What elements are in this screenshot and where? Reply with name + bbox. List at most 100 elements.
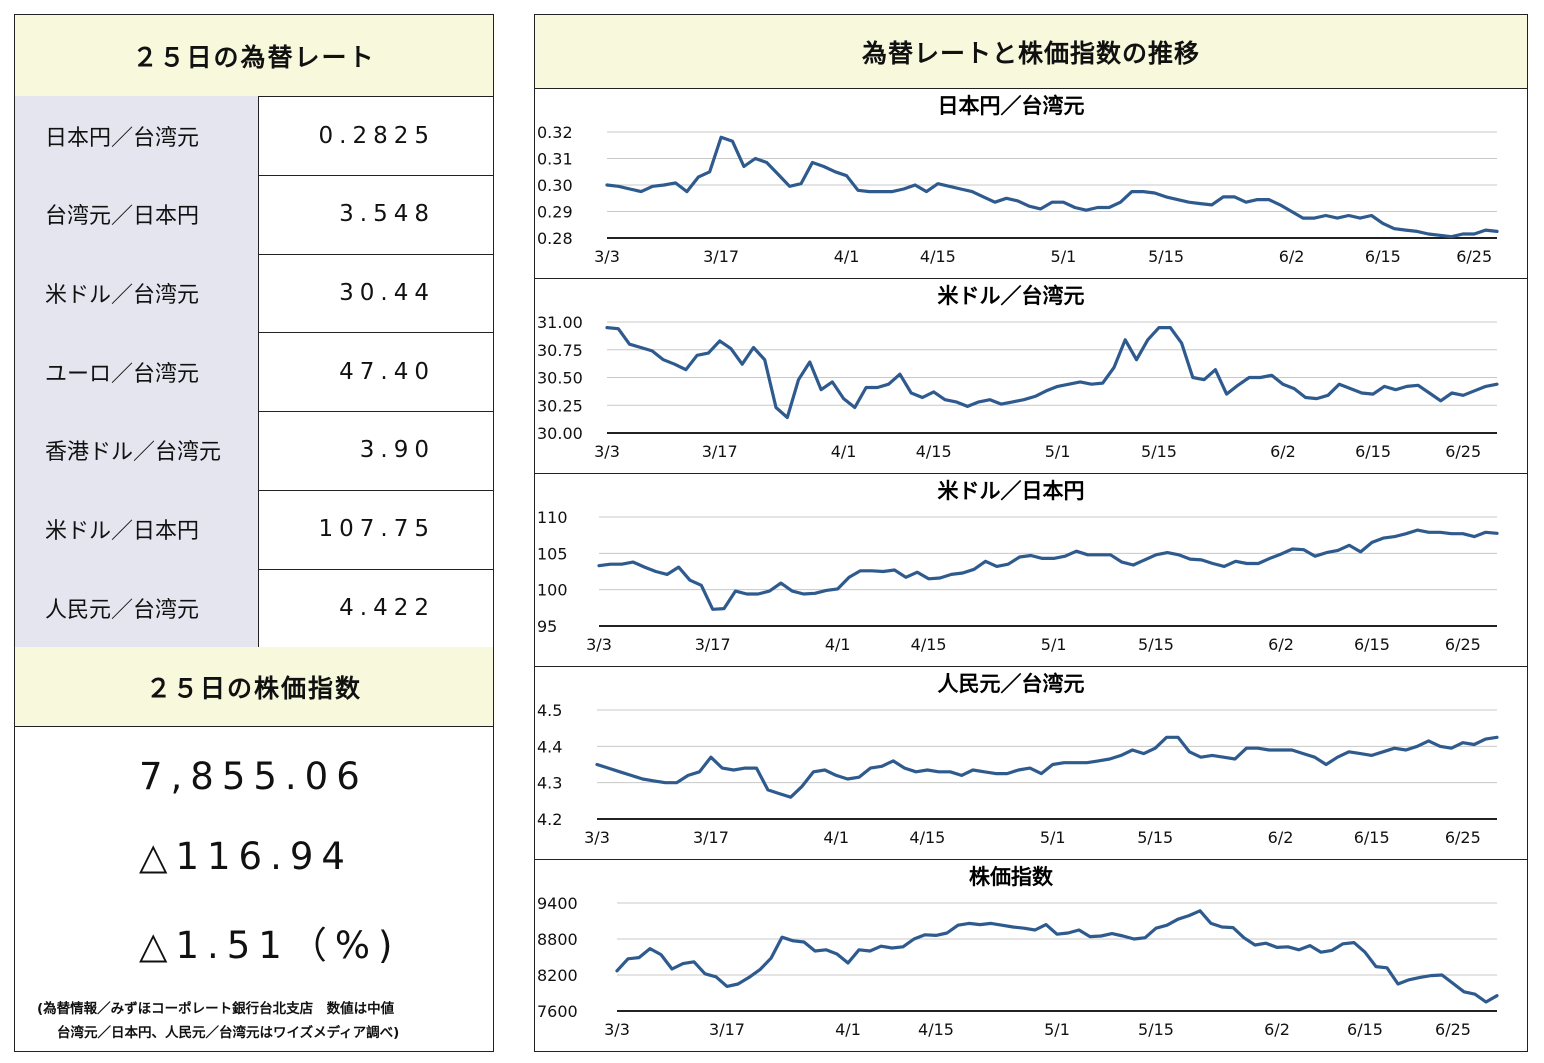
y-tick-label: 4.5 xyxy=(537,701,562,720)
series-line xyxy=(597,528,1499,611)
x-tick-label: 5/15 xyxy=(1138,1020,1174,1039)
stock-change-value: △116.94 xyxy=(139,835,353,878)
x-tick-label: 3/3 xyxy=(584,828,610,847)
fx-row: 人民元／台湾元 4.422 xyxy=(15,568,493,649)
x-tick-label: 6/25 xyxy=(1435,1020,1471,1039)
series-line xyxy=(605,135,1499,239)
y-tick-label: 7600 xyxy=(537,1002,578,1021)
chart-panel: 米ドル／台湾元 31.00 30.75 30.50 30.25 30.00 3/3 3/17 4… xyxy=(535,278,1527,474)
y-tick-label: 8200 xyxy=(537,966,578,985)
x-tick-label: 5/15 xyxy=(1141,442,1177,461)
x-tick-label: 3/17 xyxy=(709,1020,745,1039)
x-tick-label: 5/1 xyxy=(1040,828,1066,847)
chart-title: 米ドル／台湾元 xyxy=(938,284,1085,308)
charts-title: 為替レートと株価指数の推移 xyxy=(535,15,1527,89)
fx-row-label: 人民元／台湾元 xyxy=(15,568,259,648)
y-tick-label: 30.75 xyxy=(537,341,583,360)
x-tick-label: 4/15 xyxy=(918,1020,954,1039)
line-chart: 人民元／台湾元 4.5 4.4 4.3 4.2 3/3 3/17 4/1 4/15 5/1 5/15… xyxy=(537,672,1499,847)
y-tick-label: 0.31 xyxy=(537,150,573,169)
fx-row-value: 107.75 xyxy=(318,516,435,542)
line-chart: 日本円／台湾元 0.32 0.31 0.30 0.29 0.28 3/3 3/17 4/1 4/1… xyxy=(537,94,1499,266)
chart-panel: 米ドル／日本円 110 105 100 95 3/3 3/17 4/1 4/15 5/1 5/15 6… xyxy=(535,473,1527,667)
x-tick-label: 3/3 xyxy=(594,247,620,266)
x-tick-label: 6/25 xyxy=(1445,828,1481,847)
chart-title: 米ドル／日本円 xyxy=(938,479,1085,503)
x-tick-label: 4/1 xyxy=(835,1020,861,1039)
x-tick-label: 6/15 xyxy=(1354,828,1390,847)
x-tick-label: 3/3 xyxy=(594,442,620,461)
chart-title: 株価指数 xyxy=(969,865,1054,889)
x-tick-label: 5/1 xyxy=(1044,1020,1070,1039)
chart-panel: 人民元／台湾元 4.5 4.4 4.3 4.2 3/3 3/17 4/1 4/15 5/1 5/15… xyxy=(535,666,1527,860)
y-tick-label: 8800 xyxy=(537,930,578,949)
x-tick-label: 3/17 xyxy=(695,635,731,654)
x-tick-label: 5/1 xyxy=(1041,635,1067,654)
chart-panel: 株価指数 9400 8800 8200 7600 3/3 3/17 4/1 4/15 5/1 5/1… xyxy=(535,859,1527,1051)
x-tick-label: 6/2 xyxy=(1279,247,1305,266)
x-tick-label: 4/15 xyxy=(920,247,956,266)
x-tick-label: 6/15 xyxy=(1347,1020,1383,1039)
fx-row-label: 米ドル／台湾元 xyxy=(15,253,259,333)
x-tick-label: 4/1 xyxy=(823,828,849,847)
x-tick-label: 6/2 xyxy=(1270,442,1296,461)
x-tick-label: 4/15 xyxy=(909,828,945,847)
x-tick-label: 6/15 xyxy=(1365,247,1401,266)
y-tick-label: 30.00 xyxy=(537,424,583,443)
x-tick-label: 5/1 xyxy=(1045,442,1071,461)
series-line xyxy=(605,325,1499,420)
x-tick-label: 6/2 xyxy=(1264,1020,1290,1039)
fx-row-label: ユーロ／台湾元 xyxy=(15,332,259,412)
x-tick-label: 3/17 xyxy=(702,442,738,461)
stock-change-pct: △1.51（%) xyxy=(139,924,401,967)
series-line xyxy=(595,735,1499,799)
x-tick-label: 5/15 xyxy=(1137,828,1173,847)
y-tick-label: 110 xyxy=(537,508,568,527)
x-tick-label: 3/17 xyxy=(693,828,729,847)
y-tick-label: 0.29 xyxy=(537,203,573,222)
fx-row: 台湾元／日本円 3.548 xyxy=(15,174,493,255)
y-tick-label: 0.30 xyxy=(537,176,573,195)
x-tick-label: 5/15 xyxy=(1148,247,1184,266)
summary-panel: ２５日の為替レート 日本円／台湾元 0.2825 台湾元／日本円 3.548 米ドル／台… xyxy=(14,14,494,1052)
source-note-line1: (為替情報／みずほコーポレート銀行台北支店 数値は中値 xyxy=(37,1001,395,1017)
y-tick-label: 105 xyxy=(537,544,568,563)
y-tick-label: 100 xyxy=(537,581,568,600)
x-tick-label: 4/1 xyxy=(834,247,860,266)
x-tick-label: 4/1 xyxy=(825,635,851,654)
stock-title: ２５日の株価指数 xyxy=(15,647,493,727)
stock-index-value: 7,855.06 xyxy=(139,755,368,798)
charts-panel: 為替レートと株価指数の推移 日本円／台湾元 0.32 0.31 0.30 0.29 0.2… xyxy=(534,14,1528,1052)
y-tick-label: 30.50 xyxy=(537,369,583,388)
fx-row-value: 30.44 xyxy=(339,279,435,306)
x-tick-label: 6/25 xyxy=(1445,635,1481,654)
fx-row-value: 4.422 xyxy=(339,594,435,621)
fx-row: ユーロ／台湾元 47.40 xyxy=(15,332,493,413)
line-chart: 株価指数 9400 8800 8200 7600 3/3 3/17 4/1 4/15 5/1 5/1… xyxy=(537,865,1499,1039)
x-tick-label: 4/15 xyxy=(916,442,952,461)
fx-row: 日本円／台湾元 0.2825 xyxy=(15,96,493,176)
x-tick-label: 6/25 xyxy=(1445,442,1481,461)
x-tick-label: 6/25 xyxy=(1456,247,1492,266)
fx-row-label: 日本円／台湾元 xyxy=(15,96,259,175)
fx-row-label: 香港ドル／台湾元 xyxy=(15,410,259,490)
fx-row-label: 米ドル／日本円 xyxy=(15,489,259,569)
y-tick-label: 0.32 xyxy=(537,123,573,142)
x-tick-label: 5/1 xyxy=(1051,247,1077,266)
source-note-line2: 台湾元／日本円、人民元／台湾元はワイズメディア調べ) xyxy=(57,1025,400,1041)
x-tick-label: 6/2 xyxy=(1268,828,1294,847)
y-tick-label: 4.2 xyxy=(537,810,562,829)
chart-title: 人民元／台湾元 xyxy=(938,672,1085,696)
series-line xyxy=(615,909,1499,1004)
x-tick-label: 4/1 xyxy=(831,442,857,461)
chart-title: 日本円／台湾元 xyxy=(938,94,1085,118)
x-tick-label: 5/15 xyxy=(1138,635,1174,654)
fx-title: ２５日の為替レート xyxy=(15,15,493,97)
fx-row: 米ドル／台湾元 30.44 xyxy=(15,253,493,334)
x-tick-label: 3/3 xyxy=(604,1020,630,1039)
x-tick-label: 6/15 xyxy=(1354,635,1390,654)
fx-row: 米ドル／日本円 107.75 xyxy=(15,489,493,570)
y-tick-label: 4.3 xyxy=(537,774,562,793)
y-tick-label: 95 xyxy=(537,617,557,636)
y-tick-label: 4.4 xyxy=(537,737,562,756)
